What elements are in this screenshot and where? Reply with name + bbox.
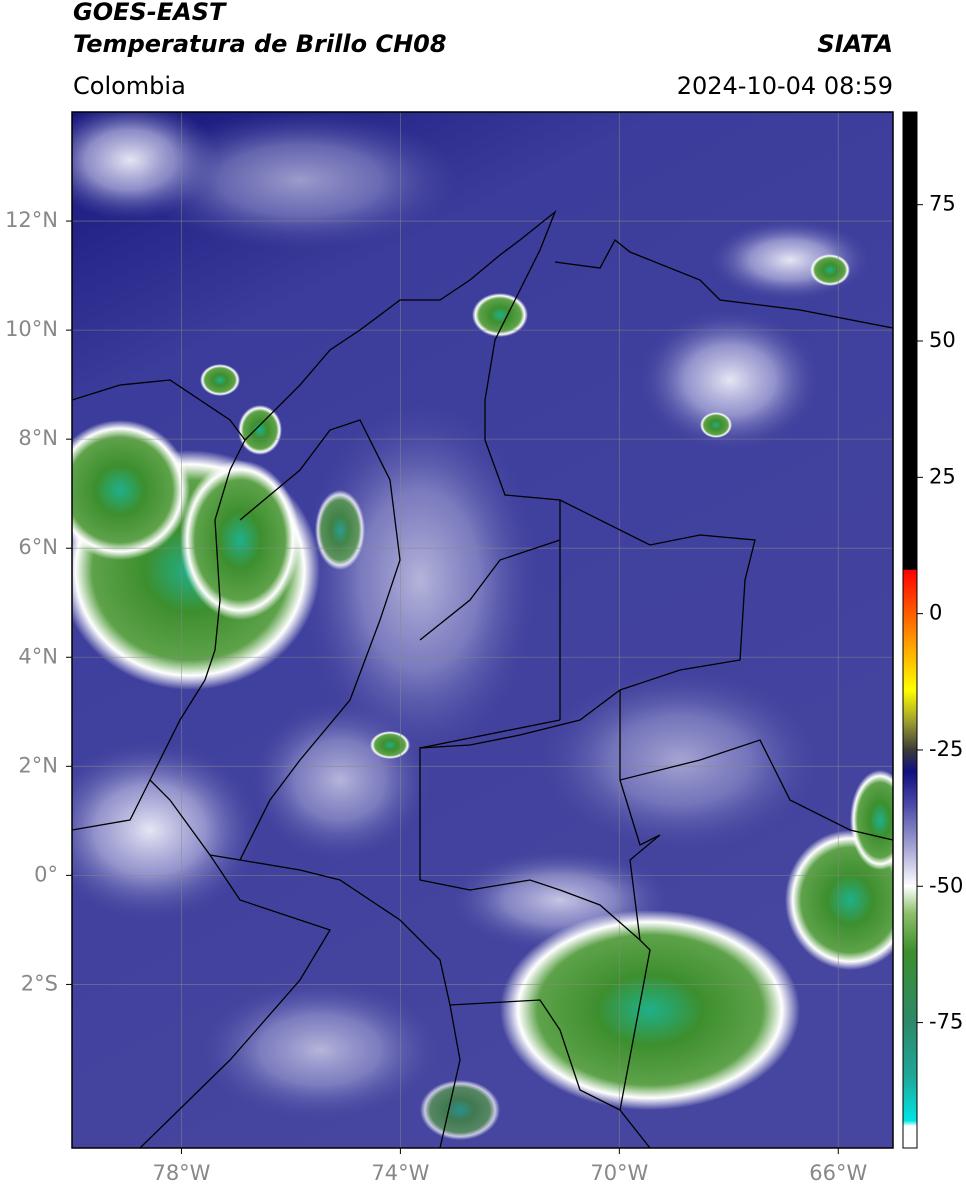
grid [72, 112, 893, 1148]
x-tick-label: 70°W [590, 1161, 648, 1185]
x-tick-label: 78°W [152, 1161, 210, 1185]
y-tick-label: 6°N [18, 535, 58, 559]
y-tick-label: 2°N [18, 753, 58, 777]
colorbar-scale [902, 111, 918, 1149]
satellite-image [72, 112, 893, 1148]
colorbar-tick-label: 50 [929, 328, 956, 352]
subtitle: Temperatura de Brillo CH08 [73, 30, 447, 58]
colorbar-tick-label: 0 [929, 601, 942, 625]
title: GOES-EAST [73, 0, 227, 26]
y-tick-label: 0° [34, 862, 58, 886]
x-tick-label: 66°W [809, 1161, 867, 1185]
y-tick-label: 10°N [5, 317, 58, 341]
colorbar-tick-label: -25 [929, 737, 963, 761]
colorbar-tick-label: 25 [929, 464, 956, 488]
colorbar-tick-label: 75 [929, 192, 956, 216]
colorbar-tick-label: -75 [929, 1010, 963, 1034]
y-tick-label: 8°N [18, 426, 58, 450]
y-tick-label: 12°N [5, 208, 58, 232]
y-tick-label: 2°S [21, 971, 58, 995]
y-tick-label: 4°N [18, 644, 58, 668]
map-frame [71, 111, 894, 1149]
datetime: 2024-10-04 08:59 [677, 72, 893, 100]
borders [72, 209, 893, 1148]
region: Colombia [73, 72, 186, 100]
x-tick-label: 74°W [371, 1161, 429, 1185]
source: SIATA [817, 30, 893, 58]
colorbar: 75 50 25 0 -25 -50 -75 [902, 111, 963, 1149]
colorbar-tick-label: -50 [929, 873, 963, 897]
